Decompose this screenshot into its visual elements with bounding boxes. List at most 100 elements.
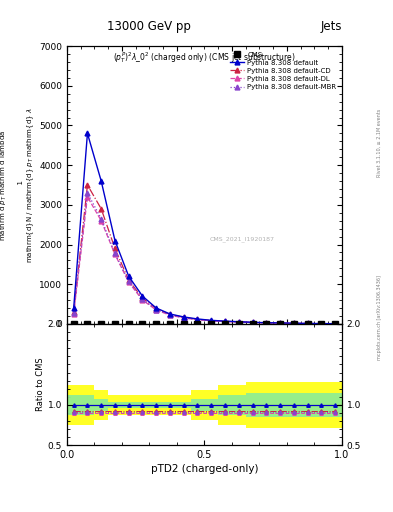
Pythia 8.308 default [99, 178, 104, 184]
Pythia 8.308 default-DL [113, 251, 118, 258]
Bar [218, 385, 246, 425]
Pythia 8.308 default-CD [140, 295, 145, 301]
Pythia 8.308 default-DL [333, 321, 338, 327]
Pythia 8.308 default-MBR [264, 320, 269, 326]
Pythia 8.308 default-DL [195, 316, 200, 323]
Pythia 8.308 default-CD [113, 245, 118, 251]
CMS [278, 321, 283, 327]
Pythia 8.308 default [333, 321, 338, 327]
Text: 13000 GeV pp: 13000 GeV pp [107, 20, 191, 33]
Pythia 8.308 default-DL [154, 307, 159, 313]
Bar [191, 399, 218, 411]
Pythia 8.308 default-MBR [182, 315, 186, 321]
Pythia 8.308 default-DL [72, 311, 76, 317]
Pythia 8.308 default-MBR [99, 216, 104, 222]
Pythia 8.308 default-MBR [333, 321, 338, 327]
Pythia 8.308 default-MBR [168, 312, 173, 318]
Pythia 8.308 default-MBR [222, 318, 227, 325]
CMS [250, 321, 255, 327]
Pythia 8.308 default-DL [209, 318, 214, 324]
Pythia 8.308 default-DL [85, 194, 90, 200]
CMS [168, 321, 173, 327]
Pythia 8.308 default-DL [140, 297, 145, 303]
Pythia 8.308 default-CD [319, 321, 324, 327]
Pythia 8.308 default-CD [85, 182, 90, 188]
Pythia 8.308 default-DL [319, 321, 324, 327]
Pythia 8.308 default-MBR [154, 307, 159, 313]
CMS [85, 321, 90, 327]
Bar [218, 395, 246, 415]
Pythia 8.308 default-CD [237, 319, 241, 325]
Bar [94, 399, 108, 411]
Text: Jets: Jets [320, 20, 342, 33]
Pythia 8.308 default-DL [292, 321, 296, 327]
Text: mcplots.cern.ch [arXiv:1306.3436]: mcplots.cern.ch [arXiv:1306.3436] [377, 275, 382, 360]
Pythia 8.308 default-DL [264, 320, 269, 326]
Pythia 8.308 default-MBR [250, 319, 255, 326]
Bar [108, 402, 191, 408]
Pythia 8.308 default-MBR [85, 190, 90, 196]
Pythia 8.308 default-MBR [292, 320, 296, 326]
Pythia 8.308 default-CD [278, 320, 283, 326]
Pythia 8.308 default-DL [305, 321, 310, 327]
Pythia 8.308 default-DL [168, 312, 173, 318]
Pythia 8.308 default-MBR [209, 317, 214, 324]
Pythia 8.308 default-MBR [113, 250, 118, 257]
CMS [154, 321, 159, 327]
CMS [292, 321, 296, 327]
Line: CMS: CMS [70, 321, 338, 327]
Pythia 8.308 default-DL [182, 315, 186, 321]
Text: Rivet 3.1.10, ≥ 2.1M events: Rivet 3.1.10, ≥ 2.1M events [377, 109, 382, 178]
Bar [246, 393, 342, 417]
CMS [72, 321, 76, 327]
CMS [237, 321, 241, 327]
Pythia 8.308 default-MBR [195, 316, 200, 323]
CMS [264, 321, 269, 327]
Pythia 8.308 default-CD [195, 316, 200, 323]
Line: Pythia 8.308 default: Pythia 8.308 default [71, 131, 338, 326]
Bar [191, 390, 218, 419]
Bar [246, 382, 342, 428]
Text: $(p_T^P)^2\lambda\_0^2$ (charged only) (CMS jet substructure): $(p_T^P)^2\lambda\_0^2$ (charged only) (… [113, 50, 296, 65]
Pythia 8.308 default-CD [250, 319, 255, 326]
Legend: CMS, Pythia 8.308 default, Pythia 8.308 default-CD, Pythia 8.308 default-DL, Pyt: CMS, Pythia 8.308 default, Pythia 8.308 … [228, 50, 338, 92]
Pythia 8.308 default-DL [222, 318, 227, 325]
Pythia 8.308 default-MBR [319, 321, 324, 327]
Pythia 8.308 default [222, 318, 227, 324]
Pythia 8.308 default-CD [222, 318, 227, 325]
Pythia 8.308 default-CD [292, 320, 296, 326]
Pythia 8.308 default [264, 319, 269, 326]
Pythia 8.308 default [85, 131, 90, 137]
CMS [195, 321, 200, 327]
Pythia 8.308 default-MBR [237, 319, 241, 325]
CMS [209, 321, 214, 327]
Y-axis label: mathrm d$^2$N
mathrm d $p_T$ mathrm d lambda

  1
mathrm{d}N / mathrm{d} $p_T$ m: mathrm d$^2$N mathrm d $p_T$ mathrm d la… [0, 107, 36, 263]
Pythia 8.308 default [140, 293, 145, 299]
Pythia 8.308 default-CD [305, 321, 310, 327]
CMS [113, 321, 118, 327]
Pythia 8.308 default [292, 320, 296, 326]
Pythia 8.308 default-MBR [305, 321, 310, 327]
Pythia 8.308 default [182, 314, 186, 320]
CMS [127, 321, 131, 327]
Line: Pythia 8.308 default-MBR: Pythia 8.308 default-MBR [71, 190, 338, 326]
Pythia 8.308 default-DL [237, 319, 241, 325]
CMS [333, 321, 338, 327]
Pythia 8.308 default [168, 311, 173, 317]
Pythia 8.308 default-MBR [140, 296, 145, 303]
Text: CMS_2021_I1920187: CMS_2021_I1920187 [210, 237, 275, 242]
CMS [140, 321, 145, 327]
Pythia 8.308 default [72, 305, 76, 311]
Pythia 8.308 default [113, 238, 118, 244]
CMS [319, 321, 324, 327]
Y-axis label: Ratio to CMS: Ratio to CMS [36, 358, 45, 412]
Pythia 8.308 default-CD [333, 321, 338, 327]
Pythia 8.308 default-CD [264, 319, 269, 326]
Pythia 8.308 default [154, 305, 159, 311]
Bar [94, 390, 108, 419]
Line: Pythia 8.308 default-CD: Pythia 8.308 default-CD [71, 183, 338, 326]
CMS [222, 321, 227, 327]
Pythia 8.308 default-MBR [72, 310, 76, 316]
Pythia 8.308 default [278, 320, 283, 326]
X-axis label: pTD2 (charged-only): pTD2 (charged-only) [151, 464, 258, 475]
